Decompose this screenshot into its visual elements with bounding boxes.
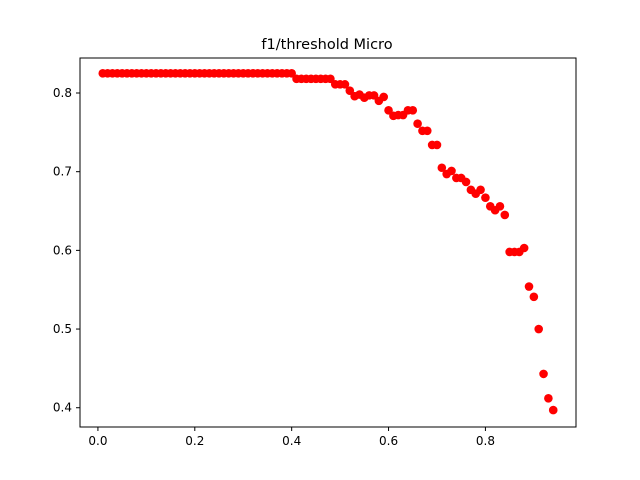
data-point — [548, 405, 558, 415]
data-points — [98, 69, 558, 415]
data-point — [422, 126, 432, 136]
x-axis: 0.0 0.2 0.4 0.6 0.8 — [88, 427, 495, 448]
data-point — [461, 177, 471, 187]
y-tick-label: 0.5 — [53, 322, 72, 336]
data-point — [432, 140, 442, 150]
x-tick-label: 0.4 — [282, 434, 301, 448]
data-point — [437, 163, 447, 173]
data-point — [534, 324, 544, 334]
data-point — [345, 86, 355, 95]
data-point — [476, 185, 485, 195]
data-point — [340, 80, 350, 89]
data-point — [413, 119, 422, 128]
data-point — [495, 202, 505, 211]
data-point — [481, 193, 490, 202]
data-point — [447, 166, 456, 176]
x-tick-label: 0.2 — [185, 434, 204, 448]
data-point — [544, 393, 553, 403]
x-tick-label: 0.0 — [88, 434, 107, 448]
chart-title: f1/threshold Micro — [261, 37, 392, 53]
data-point — [524, 282, 534, 291]
data-point — [326, 74, 335, 84]
data-point — [539, 369, 548, 379]
data-point — [519, 243, 529, 253]
x-tick-label: 0.8 — [476, 434, 495, 448]
plot-frame — [79, 57, 577, 428]
y-tick-label: 0.6 — [53, 243, 72, 257]
data-point — [369, 91, 379, 100]
y-tick-label: 0.8 — [53, 86, 72, 100]
data-point — [529, 292, 539, 302]
data-point — [287, 69, 296, 78]
data-point — [408, 106, 418, 115]
data-point — [500, 210, 510, 220]
data-point — [384, 106, 393, 115]
data-point — [379, 92, 389, 102]
y-tick-label: 0.7 — [53, 165, 72, 179]
y-axis: 0.4 0.5 0.6 0.7 0.8 — [53, 86, 80, 415]
y-tick-label: 0.4 — [53, 401, 72, 415]
x-tick-label: 0.6 — [379, 434, 398, 448]
